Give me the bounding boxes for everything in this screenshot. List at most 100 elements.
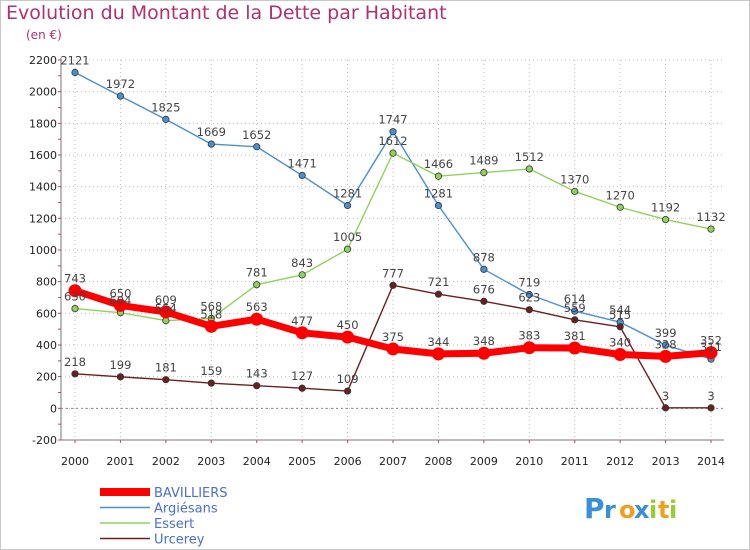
data-point xyxy=(298,271,306,279)
data-point xyxy=(116,92,125,100)
data-point xyxy=(480,265,488,273)
x-tick-label: 2001 xyxy=(106,455,134,468)
data-label: 559 xyxy=(564,301,586,315)
data-label: 1652 xyxy=(242,128,271,142)
data-label: 1270 xyxy=(606,188,635,202)
legend-label: Essert xyxy=(154,517,194,532)
data-point xyxy=(659,349,673,363)
data-point xyxy=(159,305,173,319)
legend-label: Urcerey xyxy=(154,533,205,548)
data-point xyxy=(434,172,443,180)
logo-letter: o xyxy=(619,496,636,524)
data-label: 375 xyxy=(382,330,404,344)
legend-label: Argiésans xyxy=(154,502,218,517)
data-label: 1281 xyxy=(424,187,453,201)
data-point xyxy=(253,143,261,151)
data-point xyxy=(434,201,443,210)
data-label: 381 xyxy=(564,329,586,343)
data-point xyxy=(298,384,306,392)
data-point xyxy=(343,245,352,253)
data-label: 777 xyxy=(382,266,404,280)
data-point xyxy=(71,370,79,378)
x-tick-label: 2012 xyxy=(606,455,634,468)
data-point xyxy=(343,387,352,395)
data-label: 477 xyxy=(291,314,313,328)
data-label: 181 xyxy=(155,361,177,375)
data-label: 518 xyxy=(200,307,222,321)
data-label: 563 xyxy=(246,300,268,314)
data-label: 676 xyxy=(473,282,495,296)
chart-subtitle: (en €) xyxy=(26,28,62,42)
data-point xyxy=(250,312,264,326)
data-label: 218 xyxy=(64,355,86,369)
data-point xyxy=(525,165,533,173)
data-label: 1192 xyxy=(651,201,680,215)
x-tick-label: 2007 xyxy=(379,455,407,468)
data-point xyxy=(68,284,82,298)
data-label: 3 xyxy=(662,389,669,403)
data-label: 1370 xyxy=(560,172,589,186)
data-point xyxy=(661,341,670,349)
data-point xyxy=(431,347,445,361)
data-label: 143 xyxy=(246,367,268,381)
data-point xyxy=(522,341,536,355)
data-point xyxy=(704,346,718,360)
data-point xyxy=(707,225,715,233)
data-label: 843 xyxy=(291,256,313,270)
data-label: 1825 xyxy=(151,100,180,114)
x-tick-label: 2014 xyxy=(697,455,725,468)
y-tick-label: 400 xyxy=(36,339,57,352)
data-label: 554 xyxy=(155,302,177,316)
data-point xyxy=(616,203,624,211)
data-label: 604 xyxy=(109,294,131,308)
data-label: 199 xyxy=(109,358,131,372)
data-point xyxy=(616,323,624,331)
data-point xyxy=(389,128,397,136)
data-label: 1005 xyxy=(333,230,362,244)
data-point xyxy=(253,281,261,289)
data-label: 127 xyxy=(291,369,313,383)
data-label: 1281 xyxy=(333,187,362,201)
logo-letter: P xyxy=(584,492,605,525)
y-tick-label: -200 xyxy=(32,434,57,447)
data-label: 721 xyxy=(427,275,449,289)
data-label: 609 xyxy=(155,293,177,307)
x-tick-label: 2013 xyxy=(652,455,680,468)
data-point xyxy=(341,330,355,344)
y-tick-label: 2000 xyxy=(29,86,57,99)
x-tick-label: 2003 xyxy=(197,455,225,468)
data-point xyxy=(571,316,579,324)
data-label: 1669 xyxy=(197,125,226,139)
data-label: 3 xyxy=(707,389,714,403)
y-tick-label: 1600 xyxy=(29,149,57,162)
y-tick-label: 1000 xyxy=(29,244,57,257)
x-tick-label: 2000 xyxy=(61,455,89,468)
data-label: 719 xyxy=(518,275,540,289)
data-point xyxy=(707,404,715,412)
data-label: 311 xyxy=(700,340,722,354)
data-point xyxy=(480,168,488,177)
data-label: 344 xyxy=(427,335,449,349)
y-tick-label: 800 xyxy=(36,276,57,289)
data-point xyxy=(113,298,127,312)
data-point xyxy=(298,171,306,180)
x-tick-label: 2009 xyxy=(470,455,498,468)
x-tick-label: 2006 xyxy=(334,455,362,468)
data-point xyxy=(389,281,397,289)
data-point xyxy=(204,319,218,333)
x-tick-label: 2004 xyxy=(243,455,271,468)
y-tick-label: 0 xyxy=(50,402,57,415)
y-tick-label: 200 xyxy=(36,371,57,384)
data-label: 450 xyxy=(337,318,359,332)
logo-letter: t xyxy=(658,496,669,524)
data-label: 2121 xyxy=(60,54,89,68)
data-point xyxy=(661,216,670,224)
x-tick-label: 2008 xyxy=(424,455,452,468)
data-point xyxy=(477,346,491,360)
data-point xyxy=(571,307,579,315)
data-point xyxy=(71,304,79,313)
data-point xyxy=(116,373,125,381)
data-label: 878 xyxy=(473,250,495,264)
logo-letter: x xyxy=(634,496,650,524)
